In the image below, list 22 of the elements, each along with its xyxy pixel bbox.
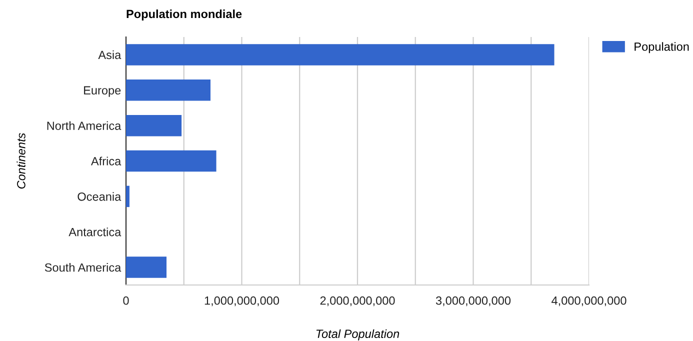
bar bbox=[126, 44, 554, 66]
x-tick-label: 3,000,000,000 bbox=[436, 296, 511, 306]
y-tick-label: South America bbox=[44, 263, 122, 272]
x-tick-label: 4,000,000,000 bbox=[552, 296, 626, 306]
y-axis-title: Continents bbox=[16, 133, 26, 189]
bar bbox=[126, 114, 182, 136]
y-tick-label: Oceania bbox=[78, 192, 122, 201]
y-tick-label: Asia bbox=[98, 50, 122, 60]
bar bbox=[126, 256, 167, 278]
y-tick-label: Africa bbox=[90, 156, 122, 166]
bar bbox=[126, 186, 130, 208]
legend-label: Population bbox=[634, 42, 689, 54]
bar bbox=[126, 80, 210, 101]
x-axis-title: Total Population bbox=[316, 329, 400, 340]
x-tick-label: 2,000,000,000 bbox=[320, 296, 395, 306]
y-tick-label: Europe bbox=[84, 86, 121, 97]
chart-title: Population mondiale bbox=[126, 10, 242, 20]
bar bbox=[126, 150, 216, 172]
y-tick-label: North America bbox=[47, 121, 122, 130]
x-tick-label: 0 bbox=[123, 296, 129, 305]
x-tick-label: 1,000,000,000 bbox=[204, 296, 280, 306]
y-tick-label: Antarctica bbox=[68, 228, 122, 236]
